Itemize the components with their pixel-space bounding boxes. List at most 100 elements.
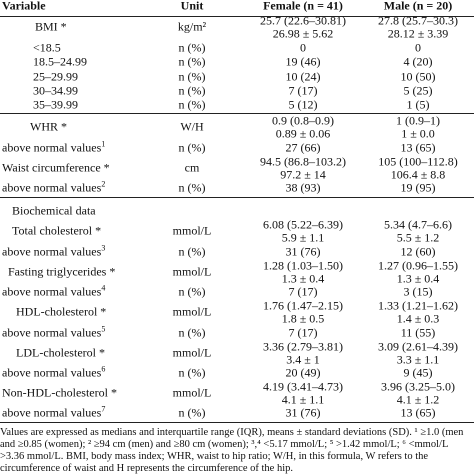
female-value: 20 (49) [285, 365, 321, 380]
unit: mmol/L [172, 304, 212, 319]
footnote-mark: 3 [101, 243, 106, 253]
male-value: 13 (65) [400, 140, 436, 155]
variable-text: Non-HDL-cholesterol * [2, 385, 117, 400]
male-value: 9 (45) [403, 365, 433, 380]
variable-label: LDL-cholesterol * [16, 346, 105, 360]
unit: n (%) [178, 40, 206, 55]
footnote-mark: 6 [101, 364, 106, 374]
unit: n (%) [178, 140, 206, 155]
footnote-line: >3.36 mmol/L. BMI, body mass index; WHR,… [0, 451, 429, 462]
female-value: 7 (17) [288, 83, 318, 98]
variable-text: 25–29.99 [33, 69, 78, 84]
female-value: 4.1 ± 1.1 [281, 392, 325, 406]
variable-label: 25–29.99 [33, 69, 78, 84]
male-value: 4 (20) [403, 54, 433, 69]
male-value: 28.12 ± 3.39 [387, 26, 449, 40]
variable-label: <18.5 [33, 41, 61, 55]
variable-label: WHR * [30, 119, 67, 134]
female-value: 0.9 (0.8–0.9) [272, 113, 334, 127]
male-value: 3.09 (2.61–4.39) [378, 339, 458, 353]
female-value: 5 (12) [288, 97, 318, 112]
variable-label: Biochemical data [12, 203, 96, 218]
variable-label: Non-HDL-cholesterol * [2, 385, 117, 400]
footnote-line: and ≥0.85 (women); ² ≥94 cm (men) and ≥8… [0, 439, 449, 450]
variable-text: 35–39.99 [33, 97, 78, 112]
male-value: 27.8 (25.7–30.3) [378, 13, 458, 27]
variable-text: BMI * [35, 19, 67, 34]
variable-text: WHR * [30, 119, 67, 134]
female-value: 3.4 ± 1 [286, 352, 320, 366]
variable-text: Biochemical data [12, 203, 96, 218]
male-value: 5 (25) [403, 83, 433, 98]
male-value: 1.27 (0.96–1.55) [378, 258, 458, 272]
male-value: 5.5 ± 1.2 [396, 230, 440, 244]
column-header: Female (n = 41) [263, 0, 343, 13]
male-value: 19 (95) [400, 180, 436, 195]
unit: mmol/L [172, 345, 212, 360]
variable-text: Total cholesterol * [12, 223, 102, 238]
unit: n (%) [178, 244, 206, 259]
female-value: 6.08 (5.22–6.39) [263, 217, 343, 231]
variable-label: above normal values5 [2, 324, 106, 340]
female-value: 7 (17) [288, 284, 318, 299]
variable-label: above normal values4 [2, 283, 106, 299]
female-value: 3.36 (2.79–3.81) [263, 339, 343, 353]
variable-text: 30–34.99 [33, 83, 78, 98]
male-value: 3.3 ± 1.1 [396, 352, 440, 366]
female-value: 4.19 (3.41–4.73) [263, 379, 343, 393]
variable-text: 18.5–24.99 [33, 54, 87, 69]
male-value: 13 (65) [400, 405, 436, 420]
female-value: 0.89 ± 0.06 [275, 126, 331, 140]
unit: kg/m² [177, 19, 207, 34]
female-value: 1.8 ± 0.5 [281, 311, 325, 325]
male-value: 5.34 (4.7–6.6) [384, 217, 452, 231]
female-value: 1.3 ± 0.4 [281, 271, 325, 285]
male-value: 1 ± 0.0 [401, 126, 435, 140]
column-header: Unit [180, 0, 204, 13]
unit: n (%) [178, 284, 206, 299]
footnote-mark: 4 [101, 283, 106, 293]
variable-label: Fasting triglycerides * [8, 265, 115, 279]
variable-label: above normal values6 [2, 364, 106, 380]
footnote-mark: 7 [101, 404, 106, 414]
female-value: 31 (76) [285, 244, 321, 259]
variable-label: above normal values3 [2, 243, 106, 259]
unit: n (%) [178, 69, 206, 84]
variable-text: above normal values [2, 405, 102, 420]
male-value: 11 (55) [400, 325, 436, 340]
column-header: Variable [2, 0, 46, 13]
variable-label: BMI * [35, 19, 67, 34]
male-value: 3 (15) [403, 284, 433, 299]
female-value: 7 (17) [288, 325, 318, 340]
variable-text: above normal values [2, 284, 102, 299]
male-value: 1 (0.9–1) [396, 113, 440, 127]
footnote-mark: 5 [101, 324, 106, 334]
unit: W/H [180, 119, 204, 134]
variable-label: 18.5–24.99 [33, 54, 87, 69]
rule [0, 422, 474, 423]
male-value: 105 (100–112.8) [378, 154, 458, 168]
male-value: 4.1 ± 1.2 [396, 392, 440, 406]
male-value: 1.3 ± 0.4 [396, 271, 440, 285]
male-value: 3.96 (3.25–5.0) [381, 379, 455, 393]
unit: n (%) [178, 54, 206, 69]
rule [0, 197, 474, 198]
unit: n (%) [178, 325, 206, 340]
variable-text: above normal values [2, 244, 102, 259]
variable-text: above normal values [2, 180, 102, 195]
unit: n (%) [178, 405, 206, 420]
footnote-line: circumference of waist and H represents … [0, 463, 293, 474]
female-value: 26.98 ± 5.62 [272, 26, 334, 40]
variable-label: Waist circumference * [2, 161, 110, 175]
female-value: 19 (46) [285, 54, 321, 69]
unit: n (%) [178, 365, 206, 380]
footnote-mark: 2 [101, 179, 106, 189]
female-value: 31 (76) [285, 405, 321, 420]
rule [0, 113, 474, 114]
variable-label: Total cholesterol * [12, 223, 102, 238]
column-header: Male (n = 20) [383, 0, 453, 13]
female-value: 94.5 (86.8–103.2) [260, 154, 346, 168]
variable-text: above normal values [2, 325, 102, 340]
unit: n (%) [178, 83, 206, 98]
